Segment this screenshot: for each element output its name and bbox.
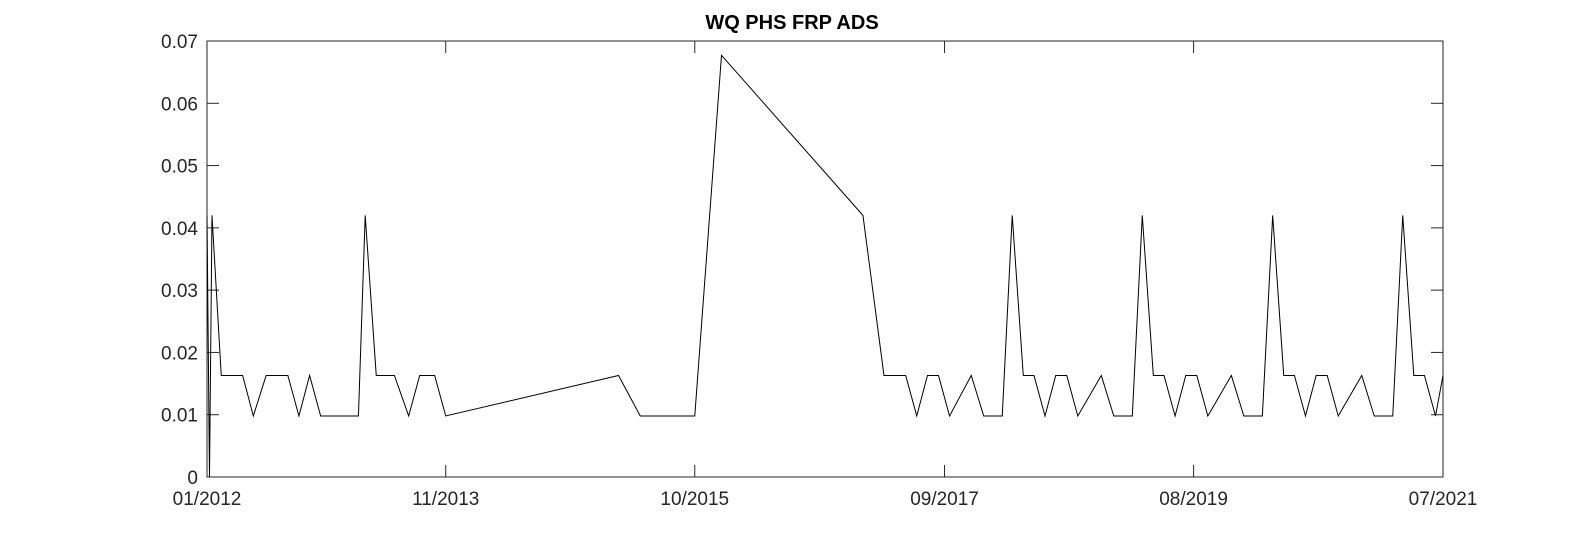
x-tick-label: 07/2021 [1409,489,1478,510]
chart-title: WQ PHS FRP ADS [705,12,878,34]
x-tick-label: 09/2017 [910,489,979,510]
x-tick-label: 11/2013 [412,489,479,510]
plot-area-frame [206,40,1444,478]
x-tick-label: 01/2012 [173,489,242,510]
y-tick-label: 0 [187,468,198,489]
y-tick-label: 0.06 [161,94,198,115]
y-tick-label: 0.07 [161,32,198,53]
series-line-0 [206,54,1444,478]
y-tick-label: 0.04 [161,219,198,240]
x-tick-label: 08/2019 [1159,489,1228,510]
y-tick-label: 0.02 [161,343,198,364]
y-tick-label: 0.05 [161,157,198,178]
y-axis: 0 0.01 0.02 0.03 0.04 0.05 0.06 0.07 [161,32,1443,489]
y-tick-label: 0.01 [161,406,198,427]
x-tick-label: 10/2015 [660,489,729,510]
y-tick-label: 0.03 [161,281,198,302]
x-axis: 01/2012 11/2013 10/2015 09/2017 08/2019 07/20… [173,41,1478,510]
series-layer [206,54,1444,478]
